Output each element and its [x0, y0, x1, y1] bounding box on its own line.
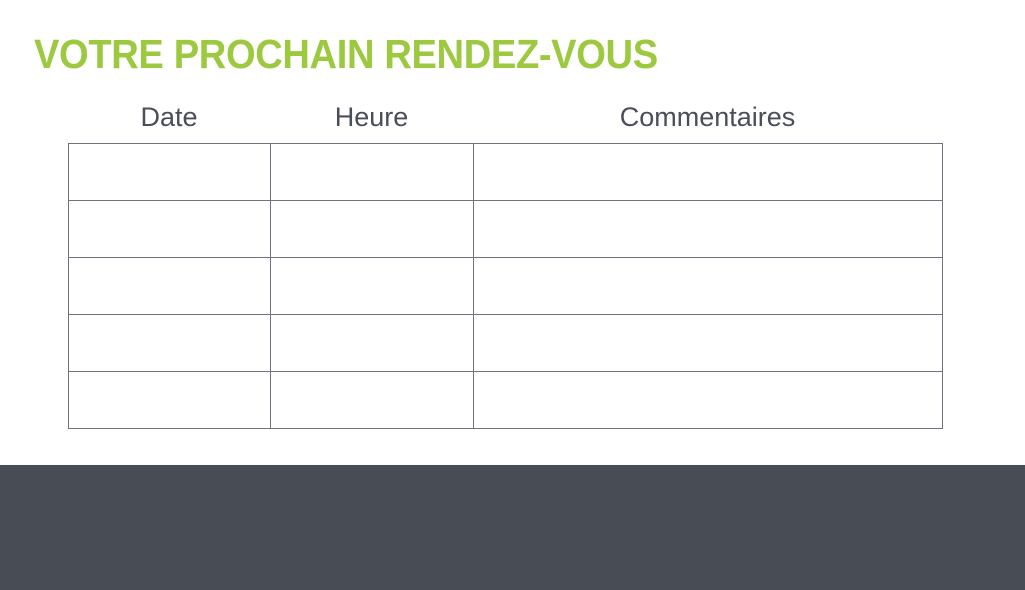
footer-band: [0, 465, 1025, 590]
table-column-headers: Date Heure Commentaires: [68, 100, 942, 138]
cell-commentaires[interactable]: [473, 257, 943, 315]
appointments-table: [68, 143, 943, 429]
cell-date[interactable]: [68, 257, 271, 315]
cell-heure[interactable]: [270, 371, 474, 429]
table-row: [68, 200, 943, 258]
cell-date[interactable]: [68, 371, 271, 429]
cell-heure[interactable]: [270, 200, 474, 258]
table-row: [68, 314, 943, 372]
cell-date[interactable]: [68, 200, 271, 258]
cell-commentaires[interactable]: [473, 371, 943, 429]
column-header-commentaires: Commentaires: [619, 102, 796, 132]
table-row: [68, 143, 943, 201]
page-title: VOTRE PROCHAIN RENDEZ-VOUS: [34, 31, 658, 77]
column-header-date: Date: [140, 102, 198, 132]
cell-commentaires[interactable]: [473, 143, 943, 201]
table-row: [68, 257, 943, 315]
cell-heure[interactable]: [270, 257, 474, 315]
cell-date[interactable]: [68, 314, 271, 372]
cell-commentaires[interactable]: [473, 314, 943, 372]
cell-heure[interactable]: [270, 143, 474, 201]
table-row: [68, 371, 943, 429]
column-header-heure: Heure: [334, 102, 409, 132]
cell-date[interactable]: [68, 143, 271, 201]
cell-commentaires[interactable]: [473, 200, 943, 258]
cell-heure[interactable]: [270, 314, 474, 372]
